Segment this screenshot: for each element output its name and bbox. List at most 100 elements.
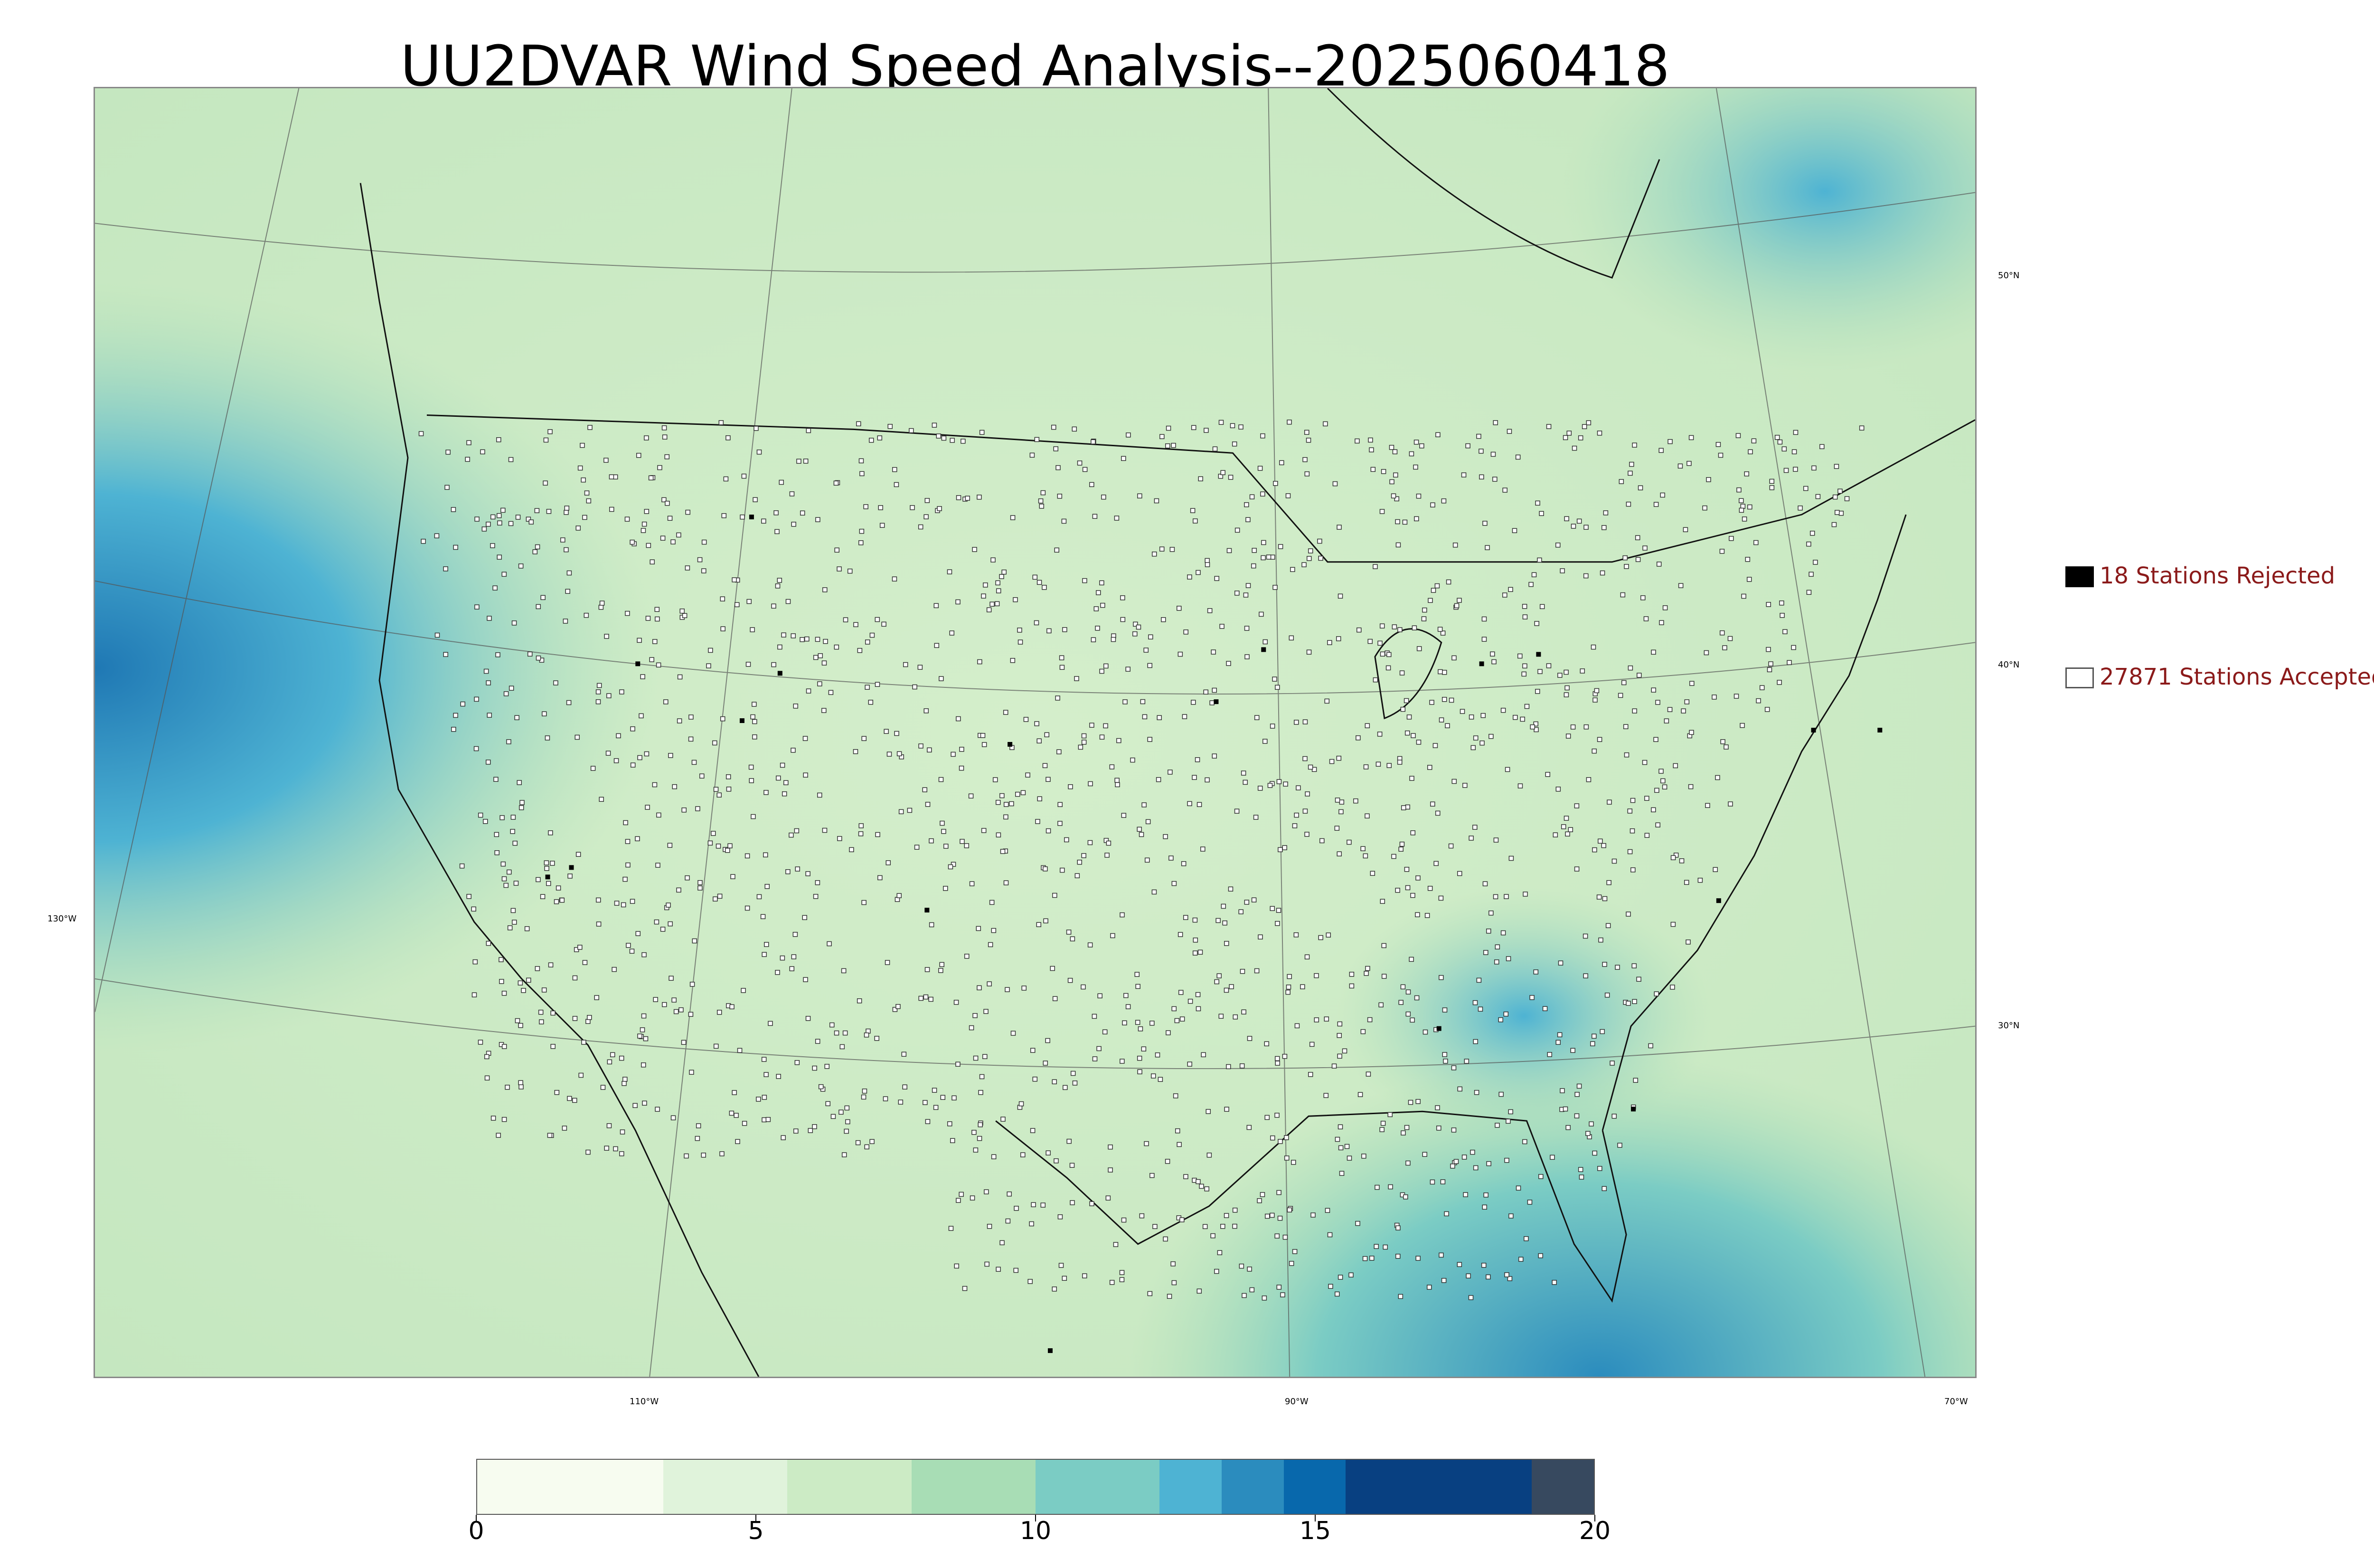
station-accepted-marker — [560, 537, 565, 543]
station-accepted-marker — [1533, 969, 1539, 975]
station-accepted-marker — [1052, 1079, 1057, 1085]
station-accepted-marker — [834, 644, 839, 650]
station-accepted-marker — [1196, 1006, 1201, 1012]
station-accepted-marker — [751, 814, 756, 819]
station-accepted-marker — [1470, 1149, 1475, 1155]
station-accepted-marker — [892, 467, 897, 472]
station-accepted-marker — [1096, 590, 1101, 595]
station-accepted-marker — [1355, 1221, 1360, 1226]
station-accepted-marker — [806, 428, 811, 433]
station-accepted-marker — [1780, 613, 1785, 618]
station-accepted-marker — [1624, 752, 1630, 758]
station-accepted-marker — [492, 585, 498, 591]
station-accepted-marker — [977, 1136, 982, 1141]
station-accepted-marker — [1377, 732, 1383, 737]
station-accepted-marker — [1583, 973, 1588, 978]
station-accepted-marker — [1502, 592, 1507, 598]
station-accepted-marker — [777, 644, 782, 650]
map-panel[interactable] — [94, 87, 1977, 1378]
station-accepted-marker — [837, 836, 842, 841]
station-accepted-marker — [689, 1070, 694, 1075]
station-accepted-marker — [834, 547, 839, 553]
station-accepted-marker — [1523, 892, 1528, 897]
station-accepted-marker — [748, 764, 754, 770]
station-accepted-marker — [761, 518, 766, 524]
station-accepted-marker — [844, 1128, 849, 1134]
station-accepted-marker — [812, 1124, 817, 1129]
station-accepted-marker — [1141, 1046, 1147, 1052]
station-accepted-marker — [1042, 763, 1048, 768]
station-accepted-marker — [1745, 557, 1751, 562]
station-accepted-marker — [855, 1140, 861, 1145]
station-accepted-marker — [821, 708, 827, 713]
station-accepted-marker — [536, 604, 541, 610]
station-accepted-marker — [1748, 449, 1753, 454]
station-accepted-marker — [875, 832, 880, 837]
station-accepted-marker — [540, 894, 546, 899]
station-accepted-marker — [983, 582, 988, 588]
station-accepted-marker — [1506, 956, 1511, 961]
station-accepted-marker — [1733, 694, 1739, 699]
station-accepted-marker — [762, 952, 767, 957]
station-accepted-marker — [434, 533, 440, 538]
station-accepted-marker — [550, 861, 555, 866]
station-accepted-marker — [684, 1153, 689, 1159]
station-accepted-marker — [1598, 937, 1603, 943]
station-accepted-marker — [575, 734, 580, 740]
station-accepted-marker — [1444, 1211, 1449, 1217]
station-accepted-marker — [607, 1059, 612, 1065]
station-accepted-marker — [599, 601, 605, 606]
station-accepted-marker — [1655, 700, 1660, 705]
station-accepted-marker — [1183, 629, 1188, 635]
station-accepted-marker — [697, 557, 703, 563]
station-accepted-marker — [1221, 903, 1226, 909]
station-accepted-marker — [1476, 977, 1482, 983]
station-accepted-marker — [1398, 846, 1404, 852]
station-accepted-marker — [903, 662, 908, 667]
station-accepted-marker — [1602, 525, 1607, 530]
station-accepted-marker — [1704, 650, 1709, 656]
station-accepted-marker — [510, 829, 515, 834]
station-accepted-marker — [1582, 424, 1587, 429]
station-accepted-marker — [729, 1004, 735, 1010]
station-accepted-marker — [1429, 700, 1434, 705]
station-accepted-marker — [1212, 446, 1218, 451]
station-accepted-marker — [1120, 595, 1125, 601]
station-accepted-marker — [1240, 968, 1245, 974]
station-accepted-marker — [685, 875, 690, 881]
station-accepted-marker — [1452, 542, 1458, 548]
station-accepted-marker — [727, 843, 733, 849]
station-accepted-marker — [941, 829, 946, 834]
station-accepted-marker — [999, 574, 1004, 579]
station-accepted-marker — [1203, 689, 1208, 695]
station-accepted-marker — [1074, 873, 1080, 878]
station-accepted-marker — [1405, 1011, 1411, 1017]
station-accepted-marker — [842, 1030, 848, 1036]
station-accepted-marker — [1279, 460, 1284, 465]
station-accepted-marker — [960, 839, 965, 844]
station-accepted-marker — [961, 439, 966, 444]
station-accepted-marker — [1141, 802, 1147, 807]
station-accepted-marker — [1481, 616, 1487, 622]
station-accepted-marker — [1046, 777, 1051, 782]
station-accepted-marker — [1087, 840, 1093, 845]
us-east-coast — [1602, 514, 1907, 1131]
station-accepted-marker — [1187, 1061, 1192, 1067]
station-accepted-marker — [874, 1036, 879, 1041]
station-accepted-marker — [1518, 1257, 1524, 1262]
station-accepted-marker — [1249, 1287, 1255, 1293]
station-accepted-marker — [614, 901, 620, 906]
station-markers — [418, 419, 1883, 1353]
station-accepted-marker — [878, 505, 883, 510]
station-accepted-marker — [1740, 723, 1745, 728]
station-accepted-marker — [1414, 516, 1419, 522]
station-accepted-marker — [496, 513, 502, 518]
rejected-swatch — [2065, 566, 2094, 587]
station-accepted-marker — [795, 866, 800, 872]
station-accepted-marker — [1257, 1198, 1262, 1203]
station-accepted-marker — [1400, 706, 1406, 712]
station-accepted-marker — [1402, 519, 1408, 525]
canada-border — [426, 414, 1975, 563]
station-accepted-marker — [791, 954, 797, 959]
station-accepted-marker — [1357, 627, 1362, 633]
